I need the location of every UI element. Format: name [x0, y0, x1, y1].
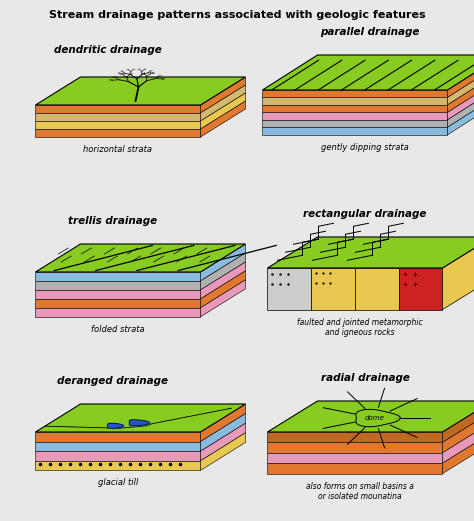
Polygon shape [201, 280, 246, 317]
Polygon shape [443, 432, 474, 474]
Polygon shape [447, 70, 474, 113]
Text: horizontal strata: horizontal strata [83, 145, 153, 154]
Polygon shape [356, 410, 401, 427]
Text: glacial till: glacial till [98, 478, 138, 488]
Polygon shape [443, 422, 474, 463]
Polygon shape [399, 268, 443, 309]
Polygon shape [263, 97, 447, 105]
Text: rectangular drainage: rectangular drainage [303, 209, 427, 219]
Polygon shape [443, 401, 474, 442]
Polygon shape [36, 129, 201, 137]
Text: folded strata: folded strata [91, 325, 145, 334]
Polygon shape [263, 120, 447, 127]
Text: faulted and jointed metamorphic
and igneous rocks: faulted and jointed metamorphic and igne… [297, 318, 423, 337]
Polygon shape [201, 404, 246, 442]
Polygon shape [263, 55, 474, 90]
Polygon shape [267, 453, 443, 463]
Polygon shape [267, 432, 443, 442]
Text: Stream drainage patterns associated with geologic features: Stream drainage patterns associated with… [49, 10, 425, 20]
Polygon shape [263, 127, 447, 135]
Polygon shape [355, 268, 399, 309]
Polygon shape [108, 423, 124, 428]
Polygon shape [36, 244, 246, 272]
Polygon shape [36, 461, 201, 470]
Text: parallel drainage: parallel drainage [320, 27, 419, 37]
Polygon shape [267, 401, 474, 432]
Polygon shape [201, 77, 246, 113]
Polygon shape [267, 463, 443, 474]
Polygon shape [201, 433, 246, 470]
Polygon shape [447, 63, 474, 105]
Polygon shape [447, 85, 474, 127]
Polygon shape [129, 420, 149, 426]
Polygon shape [263, 90, 447, 97]
Polygon shape [201, 244, 246, 281]
Polygon shape [447, 92, 474, 135]
Polygon shape [36, 404, 246, 432]
Polygon shape [36, 432, 201, 442]
Polygon shape [201, 253, 246, 290]
Text: dendritic drainage: dendritic drainage [54, 45, 162, 55]
Polygon shape [447, 55, 474, 97]
Polygon shape [447, 78, 474, 120]
Polygon shape [201, 101, 246, 137]
Polygon shape [36, 290, 201, 299]
Polygon shape [201, 414, 246, 451]
Polygon shape [36, 308, 201, 317]
Polygon shape [36, 105, 201, 113]
Polygon shape [201, 271, 246, 308]
Text: gently dipping strata: gently dipping strata [321, 143, 409, 152]
Polygon shape [443, 237, 474, 309]
Text: radial drainage: radial drainage [320, 373, 410, 383]
Polygon shape [36, 299, 201, 308]
Polygon shape [36, 113, 201, 121]
Polygon shape [267, 442, 443, 453]
Polygon shape [36, 77, 246, 105]
Polygon shape [263, 105, 447, 113]
Polygon shape [201, 262, 246, 299]
Polygon shape [36, 451, 201, 461]
Polygon shape [267, 268, 311, 309]
Polygon shape [201, 423, 246, 461]
Text: also forms on small basins a
or isolated mounatina: also forms on small basins a or isolated… [306, 481, 414, 501]
Polygon shape [311, 268, 355, 309]
Polygon shape [201, 85, 246, 121]
Polygon shape [36, 442, 201, 451]
Text: dome: dome [365, 415, 385, 421]
Polygon shape [443, 412, 474, 453]
Text: trellis drainage: trellis drainage [68, 216, 157, 226]
Polygon shape [263, 113, 447, 120]
Polygon shape [36, 272, 201, 281]
Polygon shape [201, 93, 246, 129]
Polygon shape [36, 121, 201, 129]
Polygon shape [267, 237, 474, 268]
Polygon shape [36, 281, 201, 290]
Text: deranged drainage: deranged drainage [57, 376, 168, 386]
